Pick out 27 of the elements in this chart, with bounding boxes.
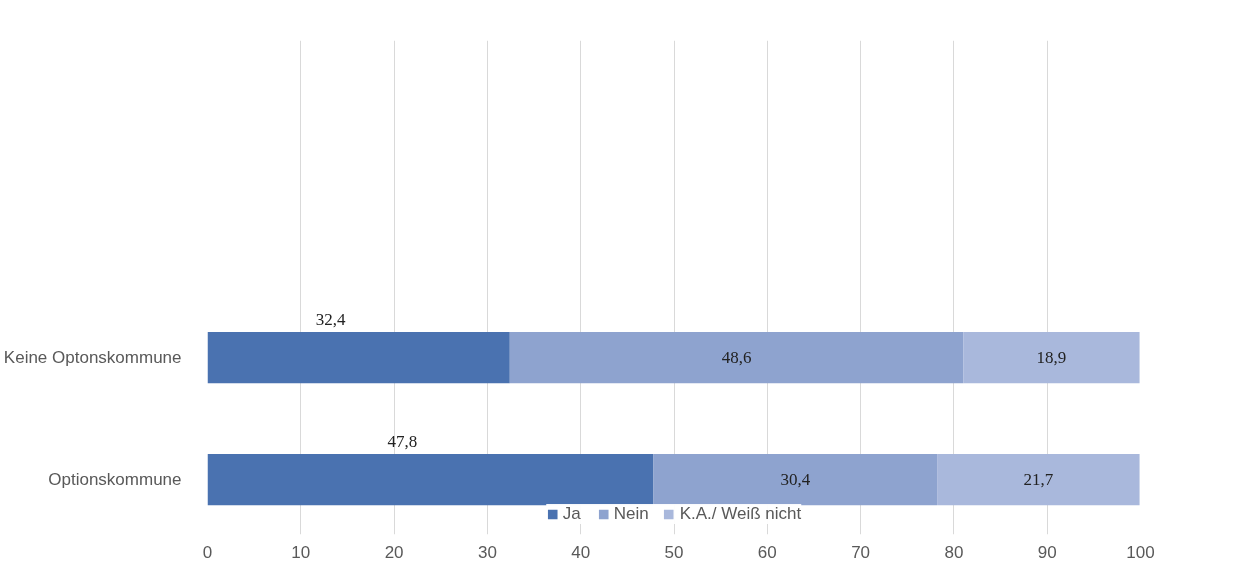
legend-label: Ja xyxy=(562,504,582,524)
data-label: 32,4 xyxy=(315,309,347,329)
bar xyxy=(937,454,1140,506)
x-tick-label: 40 xyxy=(571,542,591,562)
data-label: 18,9 xyxy=(1036,348,1067,368)
bar xyxy=(963,332,1140,384)
x-tick-label: 100 xyxy=(1126,542,1155,562)
x-tick-label: 30 xyxy=(477,542,497,562)
x-tick-label: 50 xyxy=(664,542,684,562)
data-label: 47,8 xyxy=(387,431,418,451)
bar xyxy=(207,332,510,384)
y-tick-label: Keine Optonskommune xyxy=(3,348,182,368)
x-tick-label: 80 xyxy=(944,542,964,562)
bar xyxy=(509,332,964,384)
data-label: 30,4 xyxy=(780,470,811,490)
x-tick-label: 60 xyxy=(757,542,777,562)
y-tick-label: Optionskommune xyxy=(48,470,182,490)
x-tick-label: 10 xyxy=(291,542,311,562)
legend-label: Nein xyxy=(613,504,649,524)
x-tick-label: 0 xyxy=(202,542,213,562)
x-tick-label: 20 xyxy=(384,542,404,562)
data-label: 21,7 xyxy=(1023,470,1054,490)
x-tick-label: 90 xyxy=(1037,542,1057,562)
x-tick-label: 70 xyxy=(851,542,871,562)
data-label: 48,6 xyxy=(721,348,752,368)
legend-label: K.A./ Weiß nicht xyxy=(679,504,802,524)
bar xyxy=(207,454,654,506)
